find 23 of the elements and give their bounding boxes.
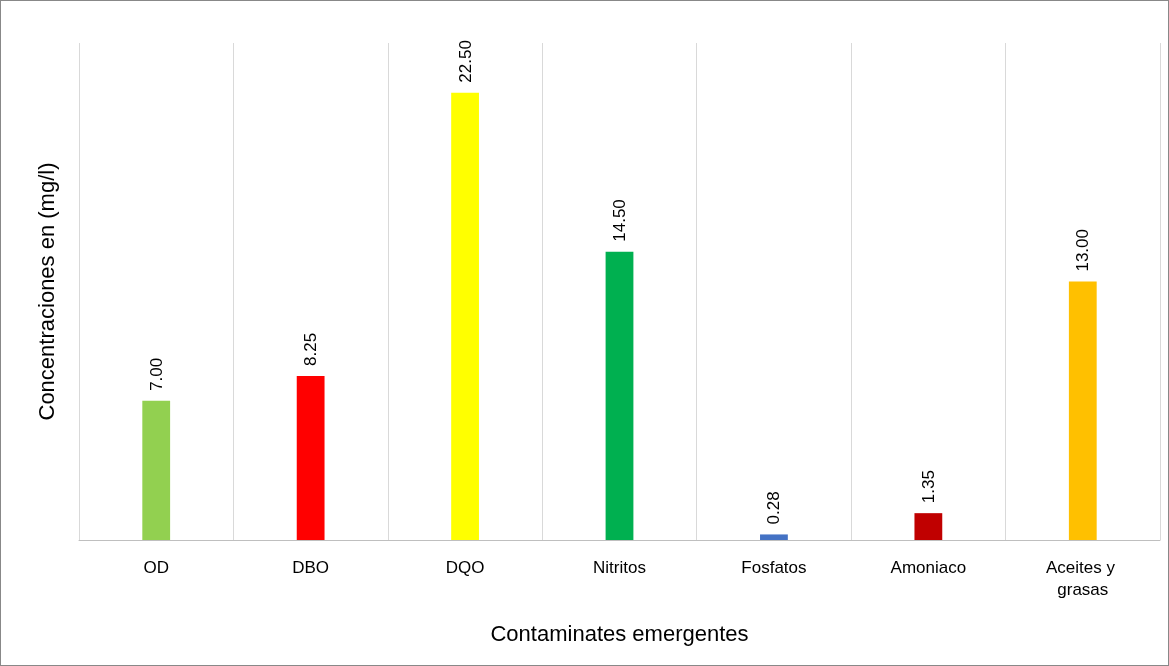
x-axis-title: Contaminates emergentes [490,620,749,646]
x-tick-label: Aceites y grasas [1045,557,1120,599]
data-label: 1.35 [918,470,938,504]
data-label: 7.00 [146,357,166,391]
bar [1068,281,1097,540]
bar [296,375,325,540]
data-label: 0.28 [764,491,784,525]
bar [605,251,634,540]
data-label: 14.50 [610,199,629,242]
x-tick-label: Nitritos [593,557,646,577]
x-tick-label: Fosfatos [741,557,807,577]
data-label: 22.50 [455,40,475,83]
data-label: 13.00 [1073,229,1093,272]
bar [914,513,943,540]
data-label: 8.25 [301,332,321,366]
x-tick-label: DBO [292,557,330,577]
x-tick-label: Amoniaco [890,557,967,577]
y-axis-title: Concentraciones en (mg/l) [33,162,59,421]
bar [760,534,788,540]
x-tick-label: DQO [445,557,485,577]
x-tick-label: OD [143,557,169,577]
bar [142,400,171,540]
bar [451,92,479,540]
